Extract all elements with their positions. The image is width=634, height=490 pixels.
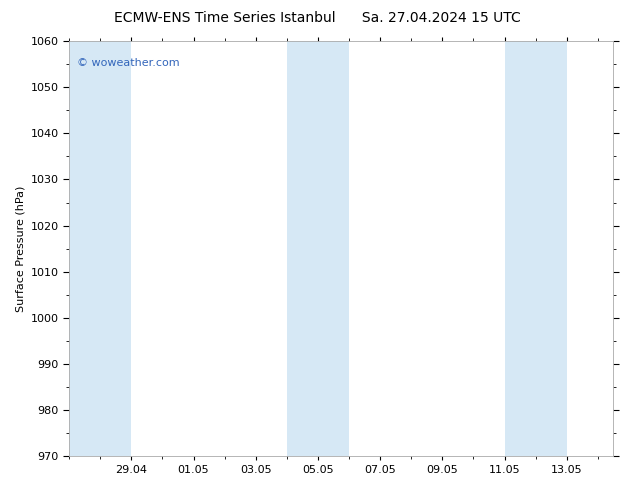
Text: ECMW-ENS Time Series Istanbul      Sa. 27.04.2024 15 UTC: ECMW-ENS Time Series Istanbul Sa. 27.04.…	[113, 11, 521, 25]
Text: © woweather.com: © woweather.com	[77, 58, 180, 68]
Bar	[287, 41, 349, 456]
Bar	[69, 41, 131, 456]
Bar	[505, 41, 567, 456]
Y-axis label: Surface Pressure (hPa): Surface Pressure (hPa)	[15, 185, 25, 312]
